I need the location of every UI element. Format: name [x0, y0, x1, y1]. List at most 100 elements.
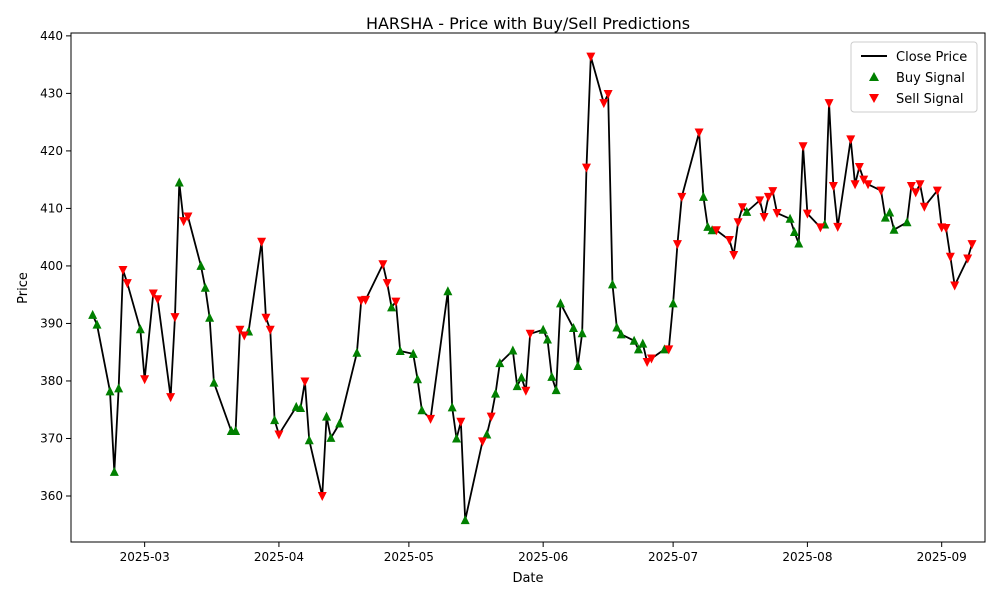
- buy-signal-marker: [742, 206, 752, 216]
- sell-signal-marker: [737, 203, 747, 213]
- x-tick-label: 2025-09: [917, 550, 967, 564]
- buy-signal-marker: [538, 324, 548, 334]
- buy-signal-marker: [460, 515, 470, 525]
- sell-signal-marker: [586, 52, 596, 62]
- buy-signal-marker: [200, 282, 210, 292]
- buy-signal-marker: [607, 279, 617, 289]
- sell-signal-marker: [646, 354, 656, 364]
- sell-signal-marker: [261, 313, 271, 323]
- y-tick-label: 430: [40, 86, 63, 100]
- chart-title: HARSHA - Price with Buy/Sell Predictions: [366, 14, 690, 33]
- buy-signal-marker: [542, 334, 552, 344]
- sell-signal-marker: [967, 240, 977, 250]
- buy-signal-marker: [395, 346, 405, 356]
- sell-signal-marker: [724, 236, 734, 246]
- sell-signal-marker: [382, 279, 392, 289]
- sell-signal-marker: [672, 240, 682, 250]
- buy-signal-marker: [109, 466, 119, 476]
- sell-signal-marker: [729, 251, 739, 261]
- sell-signal-marker: [802, 209, 812, 219]
- buy-signal-marker: [270, 415, 280, 425]
- buy-signal-marker: [205, 312, 215, 322]
- buy-signal-marker: [495, 358, 505, 368]
- buy-signal-marker: [517, 372, 527, 382]
- buy-signal-marker: [447, 402, 457, 412]
- sell-signal-marker: [798, 142, 808, 152]
- buy-signal-marker: [794, 238, 804, 248]
- sell-signal-marker: [833, 222, 843, 232]
- x-tick-label: 2025-03: [120, 550, 170, 564]
- buy-signal-marker: [88, 309, 98, 319]
- y-tick-label: 390: [40, 316, 63, 330]
- sell-signal-marker: [824, 99, 834, 109]
- buy-signal-marker: [547, 371, 557, 381]
- buy-signal-marker: [491, 388, 501, 398]
- buy-signal-marker: [616, 329, 626, 339]
- buy-signal-marker: [196, 260, 206, 270]
- buy-signal-marker: [889, 224, 899, 234]
- sell-signal-marker: [153, 295, 163, 305]
- sell-signal-marker: [694, 128, 704, 138]
- buy-signal-marker: [135, 324, 145, 334]
- buy-signal-marker: [443, 286, 453, 296]
- buy-signal-marker: [512, 381, 522, 391]
- sell-signal-marker: [235, 325, 245, 335]
- sell-signal-marker: [850, 180, 860, 190]
- plot-frame: [70, 32, 986, 543]
- y-tick-label: 400: [40, 259, 63, 273]
- sell-signal-marker: [768, 187, 778, 197]
- buy-signal-marker: [296, 402, 306, 412]
- buy-signal-marker: [105, 386, 115, 396]
- sell-signal-marker: [317, 491, 327, 501]
- sell-signal-marker: [426, 414, 436, 424]
- sell-signal-marker: [170, 313, 180, 323]
- chart-legend: Close Price Buy Signal Sell Signal: [850, 41, 978, 113]
- sell-signal-marker: [828, 181, 838, 191]
- y-tick-label: 380: [40, 374, 63, 388]
- buy-signal-marker: [508, 345, 518, 355]
- y-tick-label: 440: [40, 29, 63, 43]
- buy-signal-marker: [482, 429, 492, 439]
- legend-sell-marker-icon: [869, 94, 879, 103]
- sell-signal-marker: [274, 430, 284, 440]
- sell-signal-marker: [755, 196, 765, 206]
- buy-signal-marker: [885, 207, 895, 217]
- buy-signal-marker: [408, 348, 418, 358]
- sell-signal-marker: [521, 386, 531, 396]
- sell-signal-marker: [815, 223, 825, 233]
- buy-signal-marker: [789, 226, 799, 236]
- sell-signal-marker: [257, 237, 267, 247]
- buy-signal-marker: [568, 323, 578, 333]
- sell-signal-marker: [906, 181, 916, 191]
- sell-signal-marker: [581, 163, 591, 173]
- sell-signal-marker: [859, 175, 869, 185]
- sell-signal-marker: [915, 180, 925, 190]
- buy-signal-marker: [902, 217, 912, 227]
- sell-signal-marker: [863, 180, 873, 190]
- plot-area: [88, 52, 977, 525]
- sell-signal-marker: [239, 331, 249, 341]
- buy-signal-marker: [612, 322, 622, 332]
- y-axis: 360 370 380 390 400 410 420 430 440: [40, 29, 71, 503]
- buy-signal-marker: [659, 344, 669, 354]
- buy-signal-marker: [387, 302, 397, 312]
- sell-signal-marker: [642, 357, 652, 367]
- sell-signal-marker: [486, 412, 496, 422]
- buy-signal-marker: [326, 432, 336, 442]
- buy-signal-marker: [322, 411, 332, 421]
- sell-signal-marker: [118, 265, 128, 275]
- sell-signal-marker: [361, 295, 371, 305]
- buy-signal-marker: [352, 347, 362, 357]
- sell-signal-marker: [876, 186, 886, 196]
- buy-signal-marker: [452, 433, 462, 443]
- buy-signal-marker: [417, 405, 427, 415]
- sell-signal-marker: [763, 192, 773, 202]
- buy-signal-marker: [551, 385, 561, 395]
- buy-signal-marker: [668, 298, 678, 308]
- sell-signal-marker: [733, 218, 743, 228]
- x-tick-label: 2025-07: [648, 550, 698, 564]
- sell-signal-marker: [846, 135, 856, 145]
- buy-signal-marker: [638, 338, 648, 348]
